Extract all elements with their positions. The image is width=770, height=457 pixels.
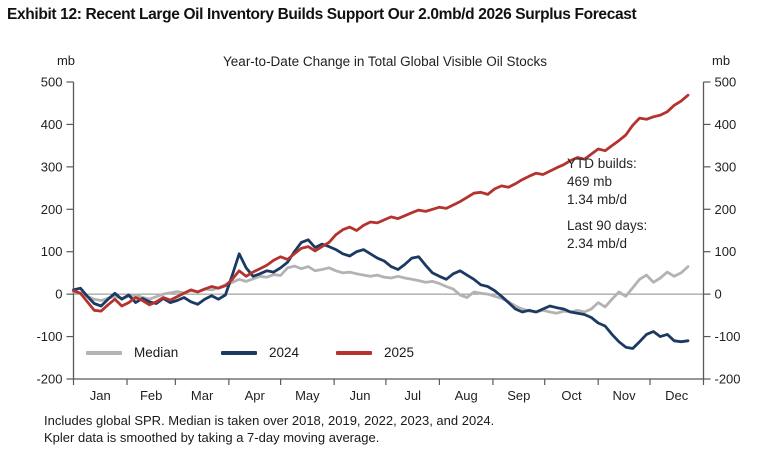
y-tick-label-right: -100 <box>715 329 741 344</box>
legend-label-median: Median <box>134 345 179 360</box>
legend-item-2025: 2025 <box>336 346 414 360</box>
y-tick-label-left: 100 <box>41 244 63 259</box>
y-tick-label-right: 300 <box>715 159 737 174</box>
x-month-label: Nov <box>613 388 637 403</box>
y-tick-label-left: 500 <box>41 75 63 90</box>
y-tick-label-right: 200 <box>715 202 737 217</box>
y-tick-label-left: 400 <box>41 117 63 132</box>
annotation-ytd-rate: 1.34 mb/d <box>567 192 628 207</box>
x-month-label: Jul <box>404 388 421 403</box>
x-month-label: Jun <box>350 388 371 403</box>
legend-item-2024: 2024 <box>221 346 299 360</box>
x-month-label: Jan <box>90 388 111 403</box>
x-month-label: Feb <box>140 388 162 403</box>
series-line-2025 <box>72 93 690 313</box>
annotation-90d-rate: 2.34 mb/d <box>567 236 628 251</box>
y-tick-label-left: -200 <box>36 372 62 387</box>
footnote: Includes global SPR. Median is taken ove… <box>44 413 494 446</box>
y-axis-unit-left: mb <box>56 53 75 68</box>
y-axis-unit-right: mb <box>712 53 731 68</box>
y-tick-label-left: 0 <box>55 287 62 302</box>
x-month-label: Oct <box>561 388 582 403</box>
x-month-label: Dec <box>665 388 689 403</box>
y-tick-label-left: 200 <box>41 202 63 217</box>
y-tick-label-left: -100 <box>36 329 62 344</box>
chart-title: Year-to-Date Change in Total Global Visi… <box>223 54 547 69</box>
y-tick-label-right: -200 <box>715 372 741 387</box>
line-2024-swatch <box>221 351 257 355</box>
x-month-label: Mar <box>191 388 214 403</box>
x-month-label: Apr <box>245 388 266 403</box>
y-tick-label-right: 0 <box>715 287 722 302</box>
ytd-annotation: YTD builds: 469 mb 1.34 mb/d Last 90 day… <box>567 155 647 253</box>
x-month-label: May <box>295 388 320 403</box>
legend-label-2025: 2025 <box>384 345 415 360</box>
median-line-swatch <box>86 351 122 355</box>
series-line-median <box>72 264 690 315</box>
y-tick-label-right: 100 <box>715 244 737 259</box>
annotation-ytd-value: 469 mb <box>567 174 613 189</box>
x-month-label: Sep <box>507 388 530 403</box>
y-tick-label-left: 300 <box>41 159 63 174</box>
legend-item-median: Median <box>86 346 178 360</box>
line-2025-swatch <box>336 351 372 355</box>
footnote-line-1: Includes global SPR. Median is taken ove… <box>44 413 495 428</box>
y-tick-label-right: 500 <box>715 75 737 90</box>
exhibit-title: Exhibit 12: Recent Large Oil Inventory B… <box>7 6 637 23</box>
legend-label-2024: 2024 <box>269 345 300 360</box>
y-tick-label-right: 400 <box>715 117 737 132</box>
series-line-2024 <box>72 238 690 350</box>
annotation-90d-title: Last 90 days: <box>567 218 648 233</box>
footnote-line-2: Kpler data is smoothed by taking a 7-day… <box>44 429 380 445</box>
annotation-ytd-title: YTD builds: <box>567 156 637 171</box>
x-month-label: Aug <box>455 388 478 403</box>
